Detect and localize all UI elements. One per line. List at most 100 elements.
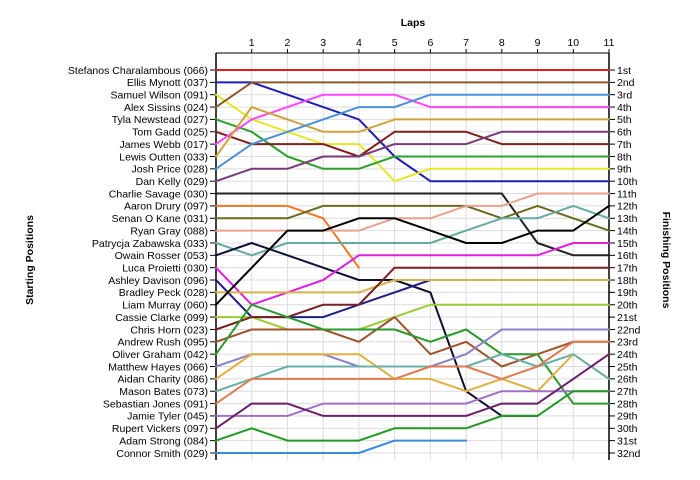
finish-position-label: 2nd	[617, 77, 635, 89]
x-tick-label: 5	[392, 37, 398, 49]
x-tick-label: 1	[249, 37, 255, 49]
start-position-label: Ryan Gray (088)	[130, 225, 208, 237]
series-line-21	[215, 303, 610, 331]
start-position-label: Liam Murray (060)	[122, 300, 208, 312]
series-line-13	[215, 204, 610, 232]
finish-position-label: 31st	[617, 435, 637, 447]
series-line-28	[215, 340, 610, 405]
series-line-8	[215, 106, 610, 158]
start-position-label: Tom Gadd (025)	[132, 127, 208, 139]
series-line-32	[215, 439, 468, 454]
finish-position-label: 14th	[617, 225, 638, 237]
start-position-label: Oliver Graham (042)	[112, 349, 208, 361]
x-tick-label: 4	[356, 37, 362, 49]
finish-position-label: 16th	[617, 250, 638, 262]
start-position-label: Ashley Davison (096)	[108, 275, 208, 287]
x-tick-label: 9	[535, 37, 541, 49]
finish-position-label: 26th	[617, 374, 638, 386]
finish-position-label: 25th	[617, 361, 638, 373]
finish-position-label: 30th	[617, 423, 638, 435]
finish-position-label: 20th	[617, 300, 638, 312]
finish-position-label: 19th	[617, 287, 638, 299]
start-position-label: Charlie Savage (030)	[109, 188, 208, 200]
series-lines	[215, 69, 610, 454]
start-position-label: Mason Bates (073)	[119, 386, 208, 398]
series-line-30	[215, 353, 610, 430]
x-tick-label: 3	[320, 37, 326, 49]
series-line-29	[215, 390, 610, 417]
x-tick-label: 2	[285, 37, 291, 49]
start-position-label: Aaron Drury (097)	[124, 201, 208, 213]
x-tick-label: 8	[499, 37, 505, 49]
finish-position-label: 24th	[617, 349, 638, 361]
finish-position-label: 17th	[617, 262, 638, 274]
series-line-14	[215, 192, 610, 232]
start-position-label: Ellis Mynott (037)	[127, 77, 208, 89]
finish-position-label: 12th	[617, 201, 638, 213]
series-line-31	[215, 390, 610, 442]
finish-position-label: 11th	[617, 188, 637, 200]
y-axis-title-left: Starting Positions	[24, 215, 36, 305]
start-position-label: Chris Horn (023)	[130, 324, 208, 336]
start-position-label: Senan O Kane (031)	[112, 213, 208, 225]
series-line-17	[215, 242, 610, 306]
x-tick-label: 10	[567, 37, 579, 49]
finish-position-label: 6th	[617, 127, 632, 139]
start-position-label: Alex Sissins (024)	[124, 102, 208, 114]
start-position-label: Dan Kelly (029)	[136, 176, 208, 188]
finish-position-label: 13th	[617, 213, 638, 225]
series-line-6	[215, 130, 610, 158]
start-position-label: Adam Strong (084)	[119, 435, 208, 447]
series-line-15	[215, 204, 610, 257]
start-position-label: James Webb (017)	[119, 139, 208, 151]
start-position-label: Stefanos Charalambous (066)	[68, 65, 208, 77]
x-axis-title: Laps	[401, 17, 426, 29]
series-line-20	[215, 204, 610, 306]
finish-position-label: 3rd	[617, 90, 632, 102]
finish-position-label: 7th	[617, 139, 632, 151]
start-position-label: Lewis Outten (033)	[119, 151, 208, 163]
series-line-3	[215, 93, 610, 183]
finish-position-label: 28th	[617, 398, 638, 410]
series-line-5	[215, 118, 610, 170]
start-position-label: Connor Smith (029)	[116, 448, 208, 460]
series-line-4	[215, 81, 610, 109]
finish-position-label: 5th	[617, 114, 632, 126]
series-line-22	[215, 266, 610, 331]
x-tick-label: 6	[427, 37, 433, 49]
start-position-label: Owain Rosser (053)	[115, 250, 208, 262]
start-position-label: Luca Proietti (030)	[122, 262, 208, 274]
labels: 1 2 3 4 5 6 7 8 9 10 11 Stefanos Charalambous (066)…	[68, 37, 641, 460]
start-position-label: Josh Price (028)	[132, 164, 208, 176]
finish-position-label: 32nd	[617, 448, 641, 460]
series-line-10	[215, 130, 610, 183]
series-line-19	[215, 279, 610, 294]
start-position-label: Tyla Newstead (027)	[112, 114, 208, 126]
x-tick-label: 7	[463, 37, 469, 49]
finish-position-label: 8th	[617, 151, 632, 163]
start-position-label: Jamie Tyler (045)	[127, 411, 208, 423]
start-position-label: Patrycja Zabawska (033)	[92, 238, 208, 250]
finish-position-label: 1st	[617, 65, 631, 77]
finish-position-label: 23rd	[617, 337, 638, 349]
start-position-label: Aidan Charity (086)	[118, 374, 208, 386]
start-position-label: Sebastian Jones (091)	[103, 398, 208, 410]
start-position-label: Bradley Peck (028)	[119, 287, 208, 299]
start-position-label: Matthew Hayes (066)	[108, 361, 208, 373]
finish-position-label: 4th	[617, 102, 632, 114]
finish-position-label: 27th	[617, 386, 638, 398]
finish-position-label: 21st	[617, 312, 637, 324]
series-line-9	[215, 93, 610, 170]
finish-position-label: 10th	[617, 176, 638, 188]
start-position-label: Rupert Vickers (097)	[112, 423, 208, 435]
y-axis-title-right: Finishing Positions	[660, 212, 672, 309]
finish-position-label: 29th	[617, 411, 638, 423]
finish-position-label: 9th	[617, 164, 632, 176]
finish-position-label: 22nd	[617, 324, 641, 336]
start-position-label: Andrew Rush (095)	[118, 337, 208, 349]
x-tick-label: 11	[604, 37, 615, 49]
series-line-27	[215, 353, 610, 393]
series-line-2	[215, 81, 610, 183]
